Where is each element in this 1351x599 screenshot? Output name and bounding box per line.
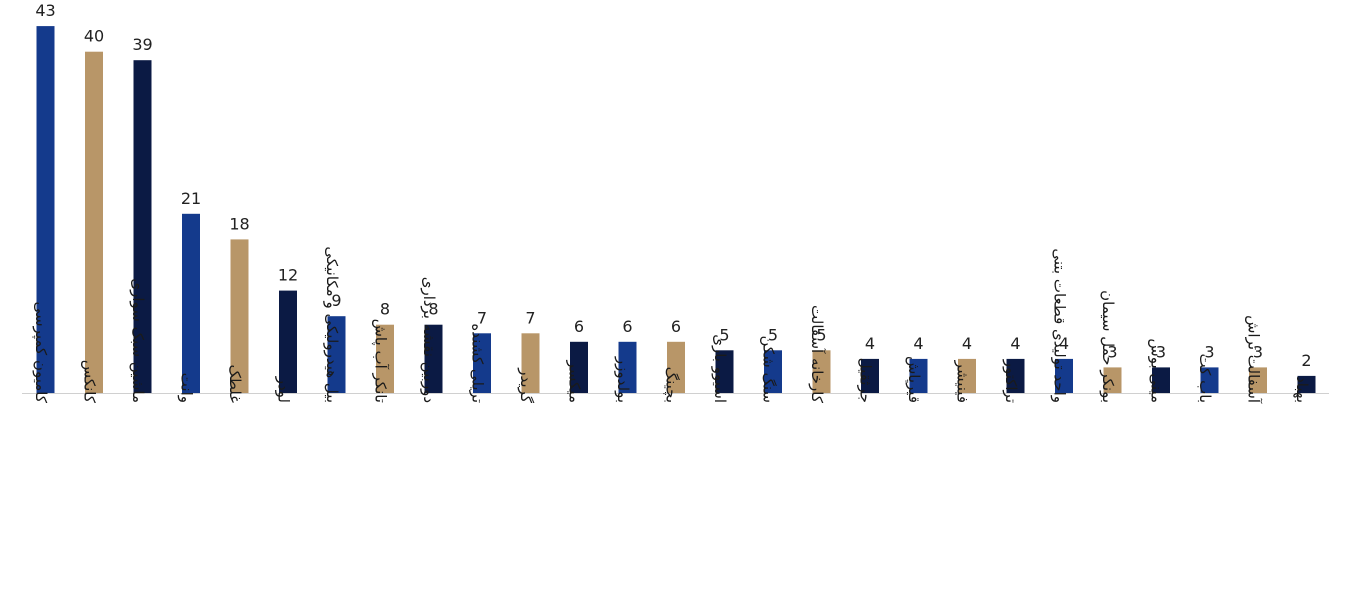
category-label-1: کامیون کمپرسی: [31, 302, 50, 404]
data-label-8: 8: [380, 300, 390, 319]
bar-25: [1200, 367, 1219, 393]
category-label-10: تریلی کشنده: [469, 323, 487, 403]
bar-10: [473, 333, 491, 393]
category-label-25: باب کت: [1196, 353, 1214, 403]
data-label-4: 21: [181, 189, 201, 208]
category-label-4: وانت: [178, 373, 196, 403]
bar-14: [667, 341, 685, 393]
bar-2: [85, 51, 103, 393]
data-label-7: 9: [331, 291, 341, 310]
bar-5: [230, 239, 249, 393]
category-label-12: میکسر: [566, 359, 584, 403]
category-label-6: لودر: [275, 376, 293, 403]
category-label-9: دوربین نقشه برداری: [420, 277, 438, 403]
bar-6: [279, 290, 297, 393]
category-label-11: گریدر: [517, 367, 535, 404]
data-label-15: 5: [719, 325, 729, 344]
category-label-2: کانکس: [81, 360, 99, 404]
category-label-26: آسفالت تراش: [1245, 315, 1263, 404]
category-label-21: تراکتور: [1002, 359, 1020, 403]
category-label-23: بونکر حمل سیمان: [1099, 290, 1117, 403]
data-label-10: 7: [477, 308, 487, 327]
bar-7: [327, 316, 346, 393]
bar-22: [1055, 358, 1073, 393]
data-label-1: 43: [35, 1, 55, 20]
data-label-14: 6: [671, 317, 681, 336]
bar-8: [376, 324, 394, 393]
data-label-12: 6: [574, 317, 584, 336]
data-label-13: 6: [622, 317, 632, 336]
bar-17: [812, 350, 831, 393]
category-label-13: بولدوزر: [614, 356, 632, 403]
data-label-3: 39: [132, 35, 152, 54]
data-label-2: 40: [84, 27, 104, 46]
data-label-24: 3: [1156, 342, 1166, 361]
data-label-19: 4: [913, 334, 923, 353]
data-label-18: 4: [865, 334, 875, 353]
bar-23: [1103, 367, 1122, 393]
bar-19: [909, 358, 928, 393]
bar-13: [618, 341, 637, 393]
data-label-6: 12: [278, 266, 298, 285]
data-label-20: 4: [962, 334, 972, 353]
data-label-22: 4: [1059, 334, 1069, 353]
data-label-25: 3: [1204, 342, 1214, 361]
category-label-15: اسیوو باری: [711, 334, 729, 403]
category-label-18: جرثقیل: [857, 358, 875, 403]
category-label-7: بیل هیدرولیکی و مکانیکی: [323, 246, 341, 403]
category-label-27: بهباد: [1293, 376, 1311, 403]
category-label-17: کارخانه آسفالت: [808, 305, 826, 404]
bar-1: [36, 26, 55, 393]
category-label-14: بچینگ: [663, 367, 681, 403]
category-label-8: تانکر آب پاش: [371, 319, 390, 403]
data-label-17: 5: [816, 325, 826, 344]
data-label-16: 5: [768, 325, 778, 344]
category-label-16: سنگ شکن: [760, 335, 778, 403]
bar-20: [958, 358, 976, 393]
bar-26: [1249, 367, 1267, 393]
category-labels-group: کامیون کمپرسی کانکس ماشین سبک سواری وانت غلط…: [31, 246, 1311, 404]
data-label-26: 3: [1253, 342, 1263, 361]
bars-group: [36, 26, 1316, 393]
bar-12: [570, 341, 588, 393]
category-label-20: فینیشر: [954, 360, 972, 403]
bar-27: [1297, 375, 1316, 393]
bar-4: [182, 213, 200, 393]
data-label-5: 18: [229, 214, 249, 233]
bar-16: [764, 350, 782, 393]
data-label-9: 8: [428, 300, 438, 319]
data-label-27: 2: [1301, 351, 1311, 370]
bar-15: [715, 350, 734, 393]
bar-11: [521, 333, 540, 393]
category-label-5: غلطک: [226, 364, 244, 403]
data-label-11: 7: [525, 308, 535, 327]
bar-21: [1006, 358, 1025, 393]
data-label-21: 4: [1010, 334, 1020, 353]
category-label-22: واحد تولیدی قطعات بتنی: [1051, 248, 1069, 403]
bar-9: [424, 324, 443, 393]
bar-24: [1152, 367, 1170, 393]
category-label-19: قیرپاش: [904, 356, 923, 403]
data-label-23: 3: [1107, 342, 1117, 361]
bar-18: [861, 358, 879, 393]
category-label-3: ماشین سبک سواری: [129, 278, 147, 403]
bar-3: [133, 60, 152, 393]
category-label-24: مینی بوس: [1148, 338, 1166, 403]
